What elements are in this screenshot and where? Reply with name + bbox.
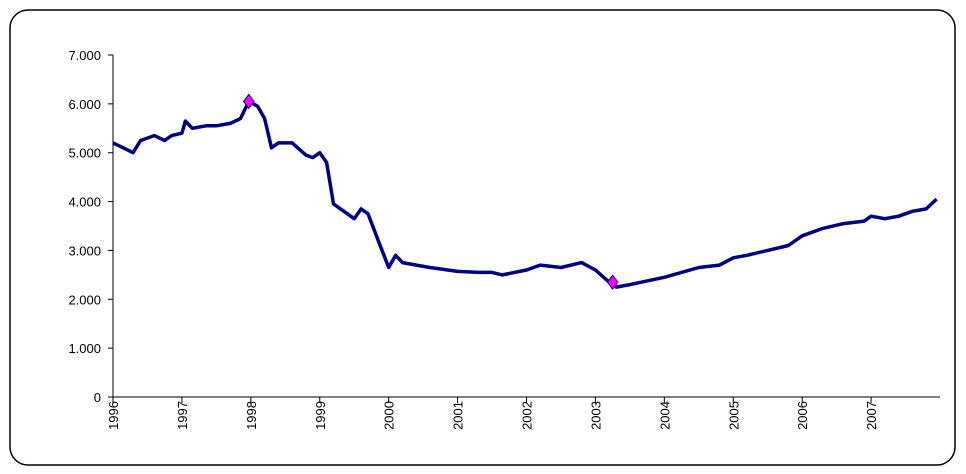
y-tick-label: 6.000 — [68, 97, 101, 112]
x-tick-label: 1998 — [244, 401, 259, 430]
x-tick-label: 2001 — [451, 401, 466, 430]
x-tick-label: 2006 — [795, 401, 810, 430]
y-tick-label: 5.000 — [68, 146, 101, 161]
y-tick-label: 2.000 — [68, 292, 101, 307]
y-tick-label: 3.000 — [68, 243, 101, 258]
x-tick-label: 1999 — [313, 401, 328, 430]
marker — [242, 93, 255, 110]
x-tick-label: 2007 — [864, 401, 879, 430]
x-tick-label: 2000 — [382, 401, 397, 430]
y-tick-label: 1.000 — [68, 341, 101, 356]
x-tick-label: 1996 — [106, 401, 121, 430]
x-tick-label: 2004 — [657, 401, 672, 430]
x-tick-label: 2005 — [726, 401, 741, 430]
y-tick-label: 7.000 — [68, 48, 101, 63]
x-tick-label: 1997 — [175, 401, 190, 430]
x-tick-label: 2002 — [520, 401, 535, 430]
line-series — [112, 99, 938, 289]
x-tick-label: 2003 — [588, 401, 603, 430]
y-tick-label: 0 — [94, 390, 101, 405]
marker — [606, 274, 619, 291]
chart-frame — [9, 9, 956, 466]
y-tick-label: 4.000 — [68, 195, 101, 210]
